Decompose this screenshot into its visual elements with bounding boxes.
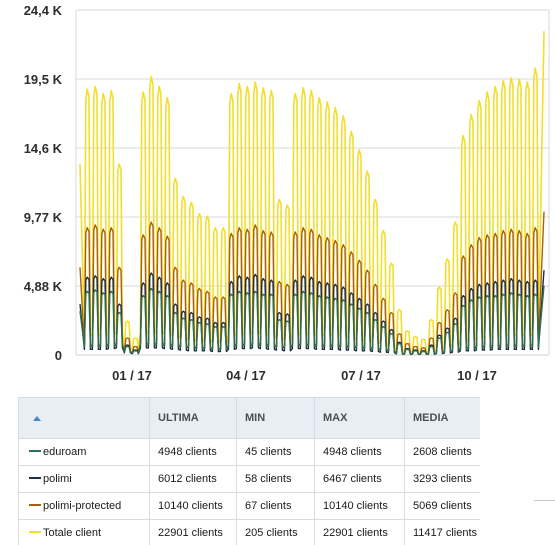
ultima-cell: 4948 clients [149,438,237,466]
series-name-cell[interactable]: polimi [18,465,150,493]
ultima-cell: 22901 clients [149,519,237,545]
media-cell: 3293 clients [404,465,480,493]
series-name: polimi [43,473,72,485]
media-cell: 11417 clients [404,519,480,545]
header-min[interactable]: MIN [236,397,315,439]
min-cell: 67 clients [236,492,315,520]
legend-header-row: ULTIMA MIN MAX MEDIA [18,397,480,439]
line-chart: 0 4,88 K 9,77 K 14,6 K 19,5 K 24,4 K 01 / 17 04… [24,3,550,383]
y-tick-label: 19,5 K [24,72,63,87]
legend-table-container: ULTIMA MIN MAX MEDIA eduroam 4948 client… [18,397,480,545]
max-cell: 6467 clients [314,465,405,493]
legend-table: ULTIMA MIN MAX MEDIA eduroam 4948 client… [18,397,480,545]
series-line-polimi-protected [79,211,545,355]
series-name: Totale client [43,527,102,539]
x-tick-label: 10 / 17 [457,368,497,383]
x-tick-label: 01 / 17 [112,368,152,383]
series-color-swatch [29,450,41,453]
ultima-cell: 10140 clients [149,492,237,520]
media-cell: 2608 clients [404,438,480,466]
min-cell: 45 clients [236,438,315,466]
min-cell: 205 clients [236,519,315,545]
ultima-cell: 6012 clients [149,465,237,493]
x-tick-label: 07 / 17 [341,368,381,383]
series-line-eduroam [79,285,545,355]
x-tick-label: 04 / 17 [226,368,266,383]
series-color-swatch [29,504,41,507]
series-name-cell[interactable]: Totale client [18,519,150,545]
series-color-swatch [29,477,41,480]
legend-row-eduroam[interactable]: eduroam 4948 clients 45 clients 4948 cli… [18,438,480,466]
header-media[interactable]: MEDIA [404,397,480,439]
max-cell: 10140 clients [314,492,405,520]
legend-row-polimi-protected[interactable]: polimi-protected 10140 clients 67 client… [18,492,480,520]
legend-row-totale-client[interactable]: Totale client 22901 clients 205 clients … [18,519,480,545]
y-tick-label: 9,77 K [24,210,63,225]
max-cell: 4948 clients [314,438,405,466]
min-cell: 58 clients [236,465,315,493]
series-line-polimi [79,270,545,355]
sort-asc-icon[interactable] [33,416,41,421]
header-ultima[interactable]: ULTIMA [149,397,237,439]
legend-row-polimi[interactable]: polimi 6012 clients 58 clients 6467 clie… [18,465,480,493]
series-line-totale-client [79,31,545,353]
y-tick-label: 0 [55,348,62,363]
series-name: polimi-protected [43,500,122,512]
series-name: eduroam [43,446,87,458]
header-max[interactable]: MAX [314,397,405,439]
chart-svg: 0 4,88 K 9,77 K 14,6 K 19,5 K 24,4 K 01 / 17 04… [24,3,550,383]
series-name-cell[interactable]: polimi-protected [18,492,150,520]
sort-header[interactable] [18,397,150,439]
series-name-cell[interactable]: eduroam [18,438,150,466]
y-tick-label: 24,4 K [24,3,63,18]
divider-line [534,500,555,501]
y-tick-label: 14,6 K [24,141,63,156]
media-cell: 5069 clients [404,492,480,520]
y-tick-label: 4,88 K [24,279,63,294]
max-cell: 22901 clients [314,519,405,545]
series-color-swatch [29,531,41,534]
